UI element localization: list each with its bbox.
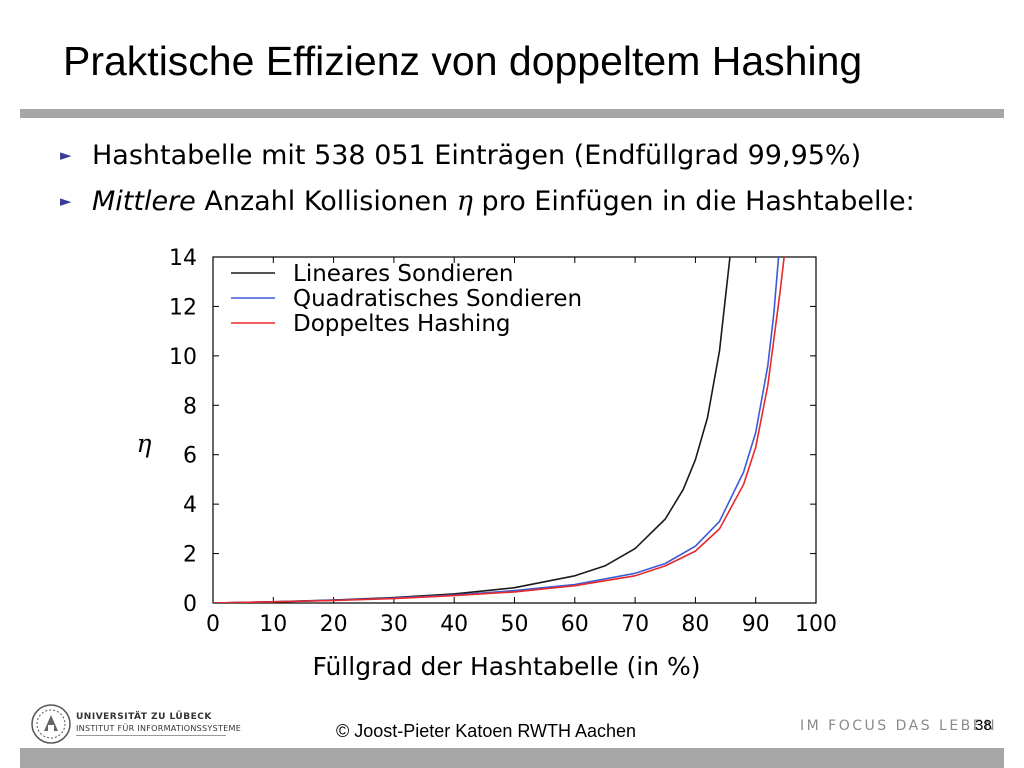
x-tick-label: 0 xyxy=(206,612,220,637)
y-tick-label: 4 xyxy=(183,493,197,518)
x-tick-label: 100 xyxy=(795,612,837,637)
copyright-notice: © Joost-Pieter Katoen RWTH Aachen xyxy=(336,721,637,741)
bullet-marker-icon: ► xyxy=(60,192,72,210)
legend-label: Doppeltes Hashing xyxy=(293,311,511,337)
legend-label: Quadratisches Sondieren xyxy=(293,286,582,312)
legend-label: Lineares Sondieren xyxy=(293,261,514,287)
x-tick-label: 60 xyxy=(561,612,589,637)
bullet-text: Hashtabelle mit 538 051 Einträgen (Endfü… xyxy=(92,140,862,171)
y-tick-label: 14 xyxy=(169,246,197,271)
slide-title: Praktische Effizienz von doppeltem Hashi… xyxy=(63,38,863,84)
y-tick-label: 6 xyxy=(183,444,197,469)
x-tick-label: 70 xyxy=(621,612,649,637)
bullet-text: Mittlere Anzahl Kollisionen η pro Einfüg… xyxy=(92,186,915,217)
bullet-text-end: pro Einfügen in die Hashtabelle: xyxy=(472,186,915,217)
bullet-list: ► Hashtabelle mit 538 051 Einträgen (End… xyxy=(60,140,960,232)
x-axis-label: Füllgrad der Hashtabelle (in %) xyxy=(312,652,700,681)
bullet-emphasis: Mittlere xyxy=(92,186,196,217)
series-line xyxy=(213,257,785,603)
y-tick-label: 10 xyxy=(169,345,197,370)
bullet-text-mid: Anzahl Kollisionen xyxy=(195,186,457,217)
university-rule xyxy=(76,735,226,736)
institute-name: INSTITUT FÜR INFORMATIONSSYSTEME xyxy=(76,724,242,733)
x-tick-label: 10 xyxy=(259,612,287,637)
x-tick-label: 50 xyxy=(501,612,529,637)
x-tick-label: 80 xyxy=(681,612,709,637)
y-tick-label: 12 xyxy=(169,295,197,320)
bullet-marker-icon: ► xyxy=(60,146,72,164)
x-tick-label: 30 xyxy=(380,612,408,637)
title-divider xyxy=(20,109,1004,118)
page-number: 38 xyxy=(975,717,992,734)
collision-chart: 0 10 20 30 40 50 60 70 80 90 100 0 2 4 6 8 10 12 14 Füllgra… xyxy=(137,246,837,681)
university-branding: UNIVERSITÄT ZU LÜBECK INSTITUT FÜR INFOR… xyxy=(76,712,241,734)
university-seal-icon xyxy=(31,704,71,744)
footer-bar xyxy=(20,748,1004,768)
university-name: UNIVERSITÄT ZU LÜBECK xyxy=(76,712,212,722)
x-tick-label: 20 xyxy=(320,612,348,637)
y-axis-label: η xyxy=(137,429,152,458)
y-tick-label: 2 xyxy=(183,543,197,568)
eta-symbol: η xyxy=(456,186,473,217)
bullet-item: ► Mittlere Anzahl Kollisionen η pro Einf… xyxy=(60,186,960,232)
university-motto: IM FOCUS DAS LEBEN xyxy=(800,718,998,734)
bullet-item: ► Hashtabelle mit 538 051 Einträgen (End… xyxy=(60,140,960,186)
x-tick-label: 90 xyxy=(742,612,770,637)
y-tick-label: 0 xyxy=(183,592,197,617)
x-tick-label: 40 xyxy=(440,612,468,637)
y-tick-label: 8 xyxy=(183,394,197,419)
